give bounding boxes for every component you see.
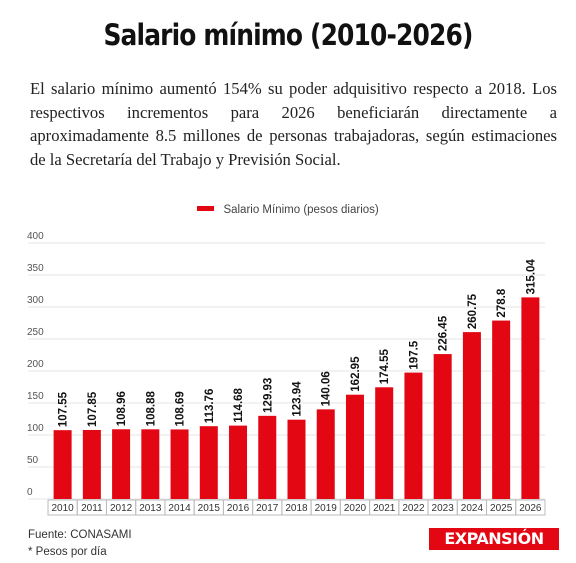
y-tick-label: 250 — [27, 327, 44, 338]
x-tick-box — [515, 499, 546, 516]
x-tick-label: 2010 — [51, 503, 74, 514]
data-label: 123.94 — [292, 381, 304, 417]
data-label: 315.04 — [525, 259, 537, 295]
x-tick-label: 2022 — [402, 503, 425, 514]
chart-legend: Salario Mínimo (pesos diarios) — [0, 204, 576, 216]
legend-swatch — [197, 206, 215, 212]
legend-label: Salario Mínimo (pesos diarios) — [223, 204, 379, 216]
bar — [170, 429, 189, 499]
bar — [287, 419, 306, 499]
x-tick-label: 2014 — [168, 503, 191, 514]
y-tick-label: 100 — [27, 423, 44, 434]
bar — [258, 415, 277, 499]
y-tick-label: 150 — [27, 391, 44, 402]
data-label: 197.5 — [408, 340, 420, 369]
x-tick-label: 2015 — [198, 503, 221, 514]
data-label: 260.75 — [467, 293, 479, 329]
data-label: 140.06 — [321, 371, 333, 406]
data-label: 107.85 — [87, 391, 99, 427]
x-tick-label: 2026 — [519, 503, 542, 514]
data-label: 113.76 — [204, 389, 216, 424]
y-tick-label: 400 — [27, 231, 44, 242]
brand-logo: EXPANSIÓN — [429, 528, 559, 550]
data-label: 108.69 — [175, 391, 187, 426]
x-axis: 2010 2011 2012 2013 2014 2015 2016 2017 2018 2019… — [47, 499, 546, 516]
data-label: 162.95 — [350, 356, 362, 392]
units-note: * Pesos por día — [28, 546, 107, 558]
data-label: 278.8 — [496, 288, 508, 317]
data-label: 174.55 — [379, 349, 391, 385]
bar-chart: 0 50 100 150 200 250 300 350 400 107.55 107.85 108… — [27, 231, 546, 516]
y-tick-label: 50 — [27, 455, 39, 466]
x-tick-label: 2017 — [256, 503, 279, 514]
x-tick-label: 2020 — [344, 503, 367, 514]
x-tick-label: 2018 — [285, 503, 308, 514]
bar — [404, 372, 423, 499]
data-label: 107.55 — [58, 391, 70, 427]
bar — [462, 332, 481, 499]
bar — [345, 394, 364, 499]
data-label: 108.96 — [116, 391, 128, 426]
x-tick-label: 2025 — [490, 503, 513, 514]
source-note: Fuente: CONASAMI — [28, 529, 132, 541]
y-tick-label: 300 — [27, 295, 44, 306]
bar — [199, 426, 218, 499]
data-label: 129.93 — [262, 378, 274, 413]
bar — [141, 429, 160, 499]
data-label: 226.45 — [438, 315, 450, 351]
bar — [492, 320, 511, 499]
x-tick-label: 2011 — [81, 503, 103, 514]
y-tick-label: 350 — [27, 263, 44, 274]
chart-subtitle: El salario mínimo aumentó 154% su poder … — [30, 79, 557, 169]
x-tick-label: 2024 — [461, 503, 484, 514]
x-tick-label: 2023 — [432, 503, 455, 514]
bar — [82, 429, 101, 499]
bar — [521, 297, 540, 499]
data-label: 114.68 — [233, 387, 245, 422]
bar — [316, 409, 335, 499]
bars: 107.55 107.85 108.96 108.88 108.69 113.76 114.… — [53, 259, 540, 499]
chart-title: Salario mínimo (2010-2026) — [103, 18, 473, 52]
x-tick-label: 2012 — [110, 503, 133, 514]
bar — [53, 430, 72, 499]
bar — [229, 425, 248, 499]
x-tick-label: 2013 — [139, 503, 162, 514]
bar — [112, 429, 131, 499]
bar — [375, 387, 394, 499]
x-tick-label: 2021 — [373, 503, 396, 514]
grid-lines: 0 50 100 150 200 250 300 350 400 — [27, 231, 545, 500]
x-tick-label: 2016 — [227, 503, 250, 514]
y-tick-label: 0 — [27, 487, 33, 498]
y-tick-label: 200 — [27, 359, 44, 370]
bar — [433, 354, 452, 499]
x-tick-label: 2019 — [315, 503, 338, 514]
data-label: 108.88 — [145, 391, 157, 427]
